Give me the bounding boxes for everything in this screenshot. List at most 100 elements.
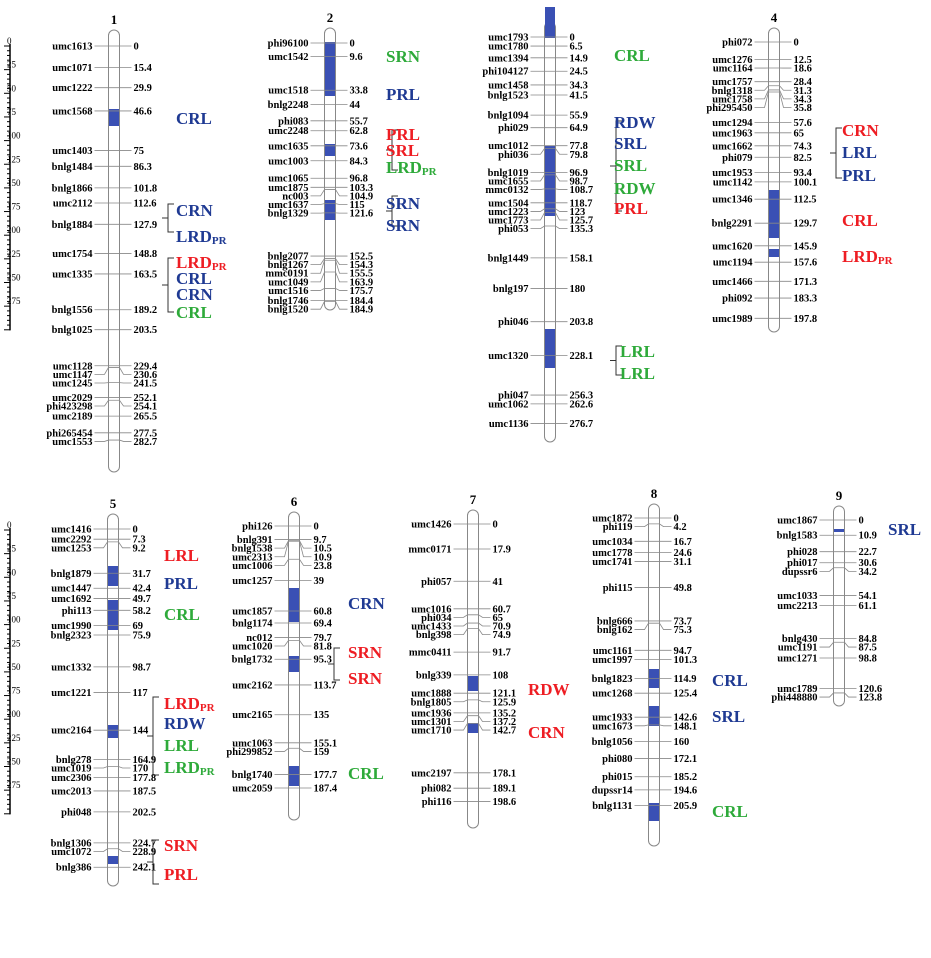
marker-name: umc1346	[712, 195, 752, 206]
qtl-label: CRL	[348, 764, 384, 783]
marker-name: umc1063	[232, 738, 272, 749]
marker-position: 0	[314, 522, 319, 533]
marker-name: dupssr6	[782, 567, 818, 578]
marker-position: 58.2	[133, 606, 151, 617]
qtl-label: SRN	[386, 216, 421, 235]
marker-position: 101.8	[134, 183, 158, 194]
marker-name: umc1136	[489, 419, 529, 430]
marker-name: umc1065	[268, 174, 308, 185]
marker-name: umc1164	[713, 64, 753, 75]
marker-name: umc1662	[712, 141, 752, 152]
marker-position: 205.9	[674, 801, 698, 812]
marker-name: umc1012	[488, 141, 528, 152]
qtl-label: CRL	[614, 46, 650, 65]
qtl-label: PRL	[164, 865, 198, 884]
qtl-bracket	[167, 203, 174, 233]
marker-name: bnlg1094	[488, 111, 530, 122]
marker-name: phi265454	[46, 428, 93, 439]
scale-ruler: 0 25 50 75 100 125 150 175 200 225 250 275	[4, 36, 21, 331]
marker-position: 144	[133, 726, 150, 737]
marker-position: 74.9	[493, 630, 511, 641]
qtl-interval-bar	[834, 529, 844, 532]
marker-position: 6.5	[570, 42, 583, 53]
marker-line	[819, 641, 857, 648]
marker-line	[819, 692, 857, 698]
chromosome-number: 8	[651, 486, 658, 501]
qtl-label: SRN	[348, 669, 383, 688]
marker-position: 184.4	[350, 296, 374, 307]
qtl-interval-bar	[325, 42, 335, 96]
marker-position: 121.1	[493, 689, 517, 700]
qtl-label: LRDPR	[164, 758, 216, 778]
qtl-interval-bar	[289, 656, 299, 672]
marker-line	[530, 148, 568, 155]
marker-name: phi299852	[226, 747, 272, 758]
marker-position: 135	[314, 710, 330, 721]
qtl-label: SRN	[348, 643, 383, 662]
marker-name: umc1568	[52, 106, 92, 117]
qtl-label: CRN	[176, 285, 214, 304]
marker-position: 229.4	[134, 361, 158, 372]
marker-name: bnlg1823	[592, 674, 633, 685]
marker-position: 187.4	[314, 783, 338, 794]
marker-position: 256.3	[570, 391, 594, 402]
marker-name: bnlg1329	[268, 209, 309, 220]
scale-tick-label: 175	[7, 202, 21, 212]
marker-name: umc1049	[268, 277, 308, 288]
qtl-label-subscript: PR	[878, 255, 894, 267]
marker-name: umc2165	[232, 710, 272, 721]
marker-line	[634, 523, 672, 527]
marker-position: 203.8	[570, 317, 594, 328]
marker-position: 129.7	[794, 219, 818, 230]
marker-position: 135.2	[493, 708, 517, 719]
marker-position: 254.1	[134, 402, 158, 413]
marker-name: bnlg398	[416, 630, 452, 641]
marker-name: umc1403	[52, 146, 92, 157]
qtl-label: LRDPR	[164, 694, 216, 714]
marker-position: 91.7	[493, 648, 511, 659]
marker-position: 178.1	[493, 768, 517, 779]
qtl-label: CRL	[176, 109, 212, 128]
marker-position: 171.3	[794, 277, 818, 288]
marker-name: bnlg1866	[52, 183, 93, 194]
marker-position: 4.2	[674, 522, 687, 533]
marker-position: 0	[674, 514, 679, 525]
marker-line	[274, 540, 312, 549]
marker-position: 228.9	[133, 847, 157, 858]
marker-position: 23.8	[314, 561, 332, 572]
chromosome-body	[324, 27, 336, 311]
scale-tick-label: 175	[7, 686, 21, 696]
marker-name: umc2029	[52, 393, 92, 404]
marker-name: phi448880	[771, 693, 817, 704]
marker-line	[310, 300, 348, 310]
marker-name: umc1504	[488, 198, 529, 209]
marker-name: phi047	[498, 391, 528, 402]
marker-name: bnlg1583	[777, 531, 818, 542]
marker-name: bnlg1556	[52, 305, 93, 316]
marker-name: bnlg162	[597, 625, 633, 636]
marker-position: 108.7	[570, 185, 594, 196]
marker-position: 41	[493, 577, 504, 588]
qtl-label: LRL	[620, 342, 655, 361]
marker-position: 277.5	[134, 428, 158, 439]
marker-name: umc1741	[592, 557, 632, 568]
marker-name: umc1963	[712, 128, 752, 139]
marker-position: 39	[314, 576, 325, 587]
qtl-interval-bar	[325, 144, 335, 156]
marker-name: umc1867	[777, 516, 817, 527]
marker-line	[310, 259, 348, 274]
marker-line	[754, 85, 792, 91]
marker-position: 177.8	[133, 773, 157, 784]
qtl-label: CRL	[164, 605, 200, 624]
qtl-label: SRL	[888, 520, 921, 539]
marker-name: phi028	[787, 547, 817, 558]
marker-name: umc1016	[411, 604, 451, 615]
marker-position: 16.7	[674, 537, 692, 548]
marker-name: phi104127	[482, 67, 528, 78]
marker-name: umc1222	[52, 83, 92, 94]
marker-name: umc1516	[268, 286, 308, 297]
qtl-interval-bar	[289, 588, 299, 622]
marker-name: phi423298	[46, 402, 92, 413]
marker-position: 96.8	[350, 174, 368, 185]
marker-position: 0	[134, 42, 139, 53]
